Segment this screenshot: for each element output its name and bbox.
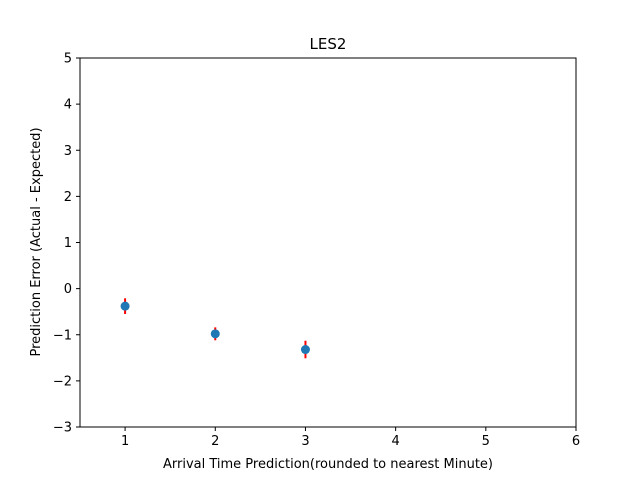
x-axis-label: Arrival Time Prediction(rounded to neare…	[163, 457, 493, 472]
x-tick-label: 6	[572, 434, 580, 449]
x-tick-label: 1	[121, 434, 129, 449]
y-tick-label: 5	[64, 52, 72, 67]
data-points	[120, 301, 310, 355]
data-point	[210, 329, 220, 339]
y-tick-label: 0	[64, 282, 72, 297]
y-tick-label: 4	[64, 98, 72, 113]
y-tick-label: −1	[53, 328, 72, 343]
y-tick-label: −3	[53, 421, 72, 436]
data-point	[300, 345, 310, 355]
x-tick-label: 4	[391, 434, 399, 449]
x-tick-label: 5	[482, 434, 490, 449]
x-tick-label: 3	[301, 434, 309, 449]
x-tick-label: 2	[211, 434, 219, 449]
y-tick-label: 3	[64, 144, 72, 159]
y-tick-label: 1	[64, 236, 72, 251]
y-axis: −3 −2 −1 0 1 2 3 4 5	[53, 52, 80, 436]
data-point	[120, 301, 130, 311]
y-axis-label: Prediction Error (Actual - Expected)	[29, 127, 44, 356]
y-tick-label: 2	[64, 190, 72, 205]
y-tick-label: −2	[53, 374, 72, 389]
x-axis: 1 2 3 4 5 6	[121, 427, 580, 449]
chart-title: LES2	[310, 35, 347, 53]
